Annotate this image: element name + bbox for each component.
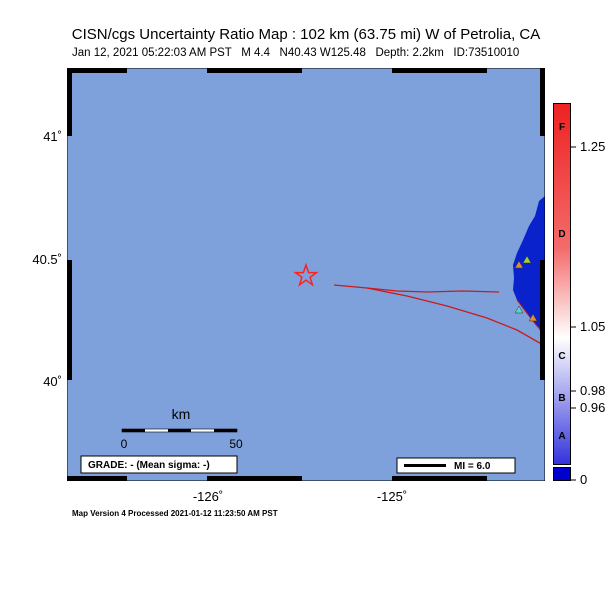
- station-marker[interactable]: [522, 255, 532, 264]
- fault-line: [366, 287, 545, 347]
- station-marker[interactable]: [528, 313, 538, 322]
- station-marker[interactable]: [514, 260, 524, 269]
- lat-label-40-5: 40.5˚: [32, 252, 62, 267]
- colorbar-value-0-98: 0.98: [580, 383, 606, 398]
- epicenter-star[interactable]: [293, 262, 319, 287]
- map-frame-ticks: [67, 68, 545, 481]
- map-title: CISN/cgs Uncertainty Ratio Map : 102 km …: [71, 26, 541, 43]
- grade-letter-b: B: [558, 393, 566, 404]
- ocean-area: [67, 68, 545, 481]
- scale-bar: [121, 428, 238, 433]
- mi-legend-box: [396, 457, 516, 474]
- uncertainty-map: km 0 50 GRADE: - (Mean sigma: -) MI = 6.…: [67, 68, 545, 481]
- colorbar-value-1-05: 1.05: [580, 319, 606, 334]
- grade-letter-d: D: [558, 229, 566, 240]
- scale-min-label: 0: [121, 437, 128, 451]
- scale-max-label: 50: [229, 437, 243, 451]
- grade-box: [80, 455, 238, 474]
- scale-unit: km: [172, 406, 191, 422]
- lon-label-125: -125˚: [376, 489, 408, 504]
- lat-label-40: 40˚: [43, 374, 62, 389]
- mi-legend-text: MI = 6.0: [454, 461, 491, 472]
- colorbar-value-0: 0: [580, 472, 588, 487]
- grade-letter-a: A: [558, 431, 566, 442]
- grade-letter-c: C: [558, 351, 566, 362]
- processing-footer: Map Version 4 Processed 2021-01-12 11:23…: [72, 509, 278, 518]
- zero-color-box: [553, 467, 571, 481]
- event-info: Jan 12, 2021 05:22:03 AM PST M 4.4 N40.4…: [72, 47, 520, 59]
- grade-letter-f: F: [558, 122, 566, 133]
- colorbar-ticks: [570, 146, 576, 481]
- mi-line-sample: [404, 464, 446, 467]
- colorbar-value-1-25: 1.25: [580, 139, 606, 154]
- grade-text: GRADE: - (Mean sigma: -): [88, 460, 210, 471]
- lon-label-126: -126˚: [192, 489, 224, 504]
- land-region: [513, 196, 545, 338]
- fault-line: [333, 284, 500, 293]
- colorbar-value-0-96: 0.96: [580, 400, 606, 415]
- station-marker[interactable]: [514, 305, 524, 314]
- lat-label-41: 41˚: [43, 129, 62, 144]
- uncertainty-colorbar: [553, 103, 571, 465]
